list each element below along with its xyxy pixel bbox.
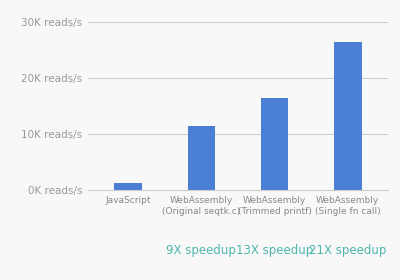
Bar bbox=[188, 126, 215, 190]
Bar bbox=[261, 98, 288, 190]
Text: 9X speedup: 9X speedup bbox=[166, 244, 236, 257]
Bar bbox=[114, 183, 142, 190]
Bar bbox=[334, 42, 362, 190]
Text: 21X speedup: 21X speedup bbox=[309, 244, 386, 257]
Text: 13X speedup: 13X speedup bbox=[236, 244, 313, 257]
